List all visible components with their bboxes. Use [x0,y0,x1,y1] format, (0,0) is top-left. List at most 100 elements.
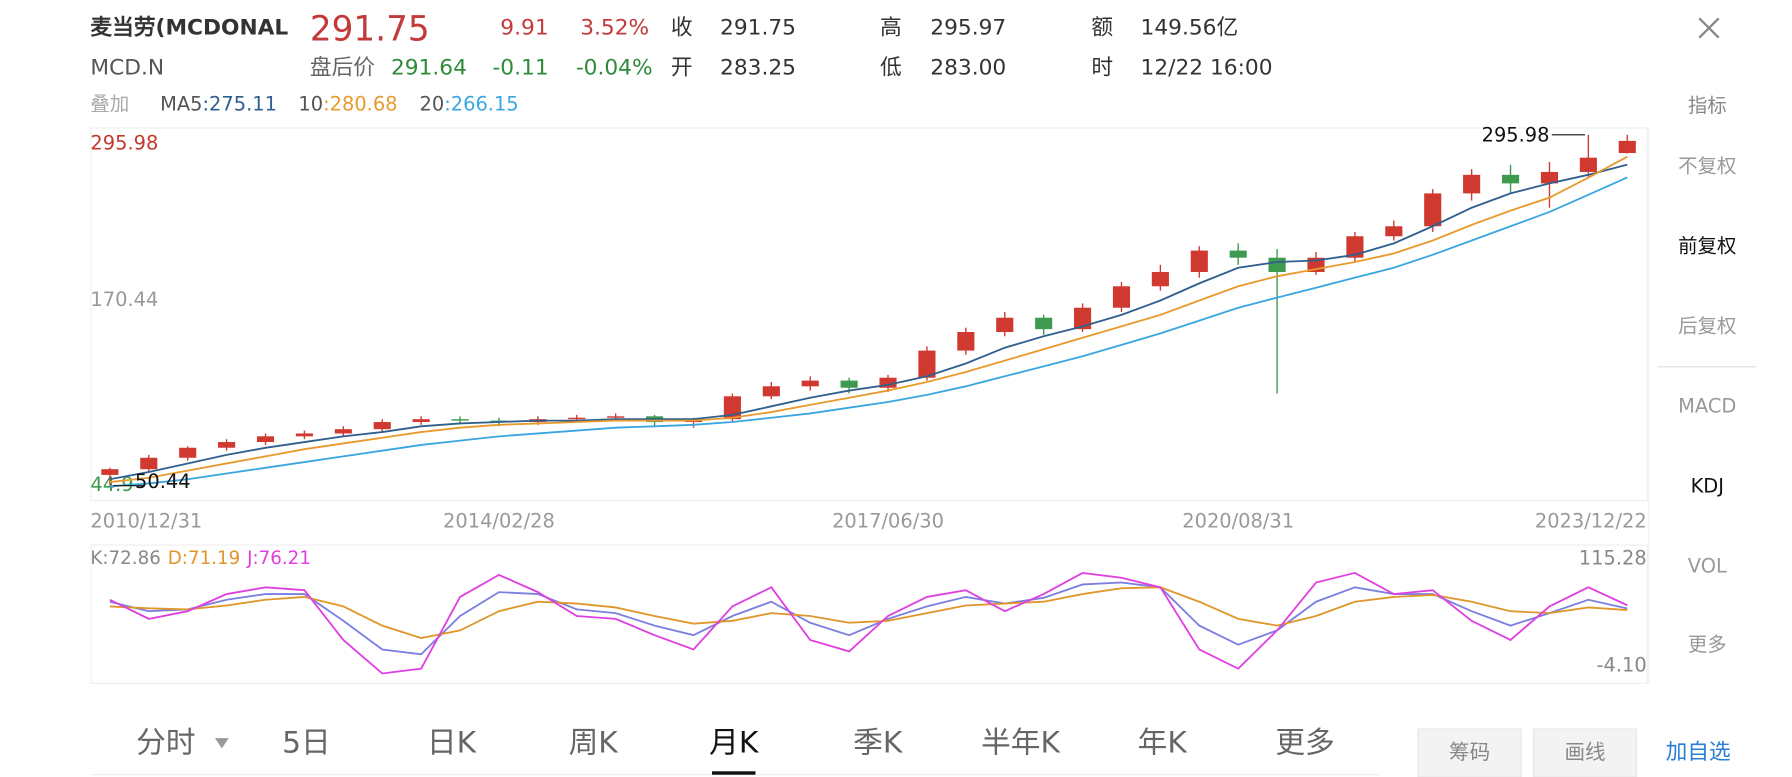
ma-legend-value: :275.11 [203,93,277,116]
tab[interactable]: 日K [427,725,478,760]
candle-body [1385,226,1403,237]
button[interactable]: 筹码 [1449,740,1490,764]
button[interactable]: 加自选 [1666,740,1731,765]
y-tick-label: 44.9 [90,473,133,496]
close-button[interactable] [1698,17,1720,39]
ma-line [109,163,1628,481]
candle-body [1424,193,1442,227]
ma-legend-value: :280.68 [323,93,397,116]
change: 9.91 [500,16,548,41]
tab[interactable]: 更多 [1275,725,1334,760]
button[interactable]: 画线 [1564,740,1605,764]
side-menu-item[interactable]: 后复权 [1678,314,1736,337]
stat-label: 开 [671,56,693,81]
price: 291.75 [310,9,430,49]
candle-body [1229,250,1247,258]
tab[interactable]: 半年K [981,725,1061,760]
stat-value: 149.56亿 [1141,16,1239,41]
candle-body [1540,171,1559,184]
candle-body [879,377,897,388]
candle-body [412,419,430,423]
candle-body [1579,157,1597,172]
kdj-frame [90,544,1648,684]
candle-body [801,380,819,387]
candle-body [256,436,275,443]
side-menu-item[interactable]: MACD [1678,394,1736,417]
kdj-legend: D:71.19 [168,548,241,569]
y-tick-label: 170.44 [90,288,158,311]
y-tick-label: 295.98 [90,131,158,154]
ma-legend-name: 20 [420,93,445,116]
after-hours-pct: -0.04% [576,56,653,81]
candle-body [1463,174,1481,194]
change-pct: 3.52% [580,16,649,41]
candle-body [218,442,236,448]
candle-body [1618,140,1636,154]
stat-label: 低 [880,56,902,81]
min-marker: 50.44 [135,470,191,493]
candle-body [101,469,119,475]
ma-legend-name: 10 [298,93,323,116]
candle-body [334,429,352,434]
side-menu-item[interactable]: VOL [1688,554,1727,577]
side-menu-item[interactable]: 前复权 [1678,234,1736,257]
button-bg[interactable] [1533,728,1638,777]
side-menu-item[interactable]: 不复权 [1678,154,1736,177]
candle-body [840,380,858,388]
dropdown-arrow[interactable] [214,738,229,749]
candle-body [451,419,469,421]
side-menu-item[interactable]: KDJ [1691,474,1724,497]
candle-body [1151,271,1169,287]
overlay-button[interactable]: 叠加 [90,93,129,116]
stat-value: 12/22 16:00 [1141,56,1273,81]
side-menu-item[interactable]: 更多 [1688,633,1727,656]
candle-body [762,386,780,397]
tab[interactable]: 年K [1138,725,1189,760]
kdj-legend: J:76.21 [246,548,311,569]
stat-value: 291.75 [720,16,796,41]
candle-body [373,422,391,430]
tab[interactable]: 周K [569,725,620,760]
stat-value: 283.00 [930,56,1006,81]
after-hours-change: -0.11 [492,56,548,81]
tab-active[interactable]: 月K [709,725,760,760]
max-marker: 295.98 [1482,123,1550,146]
x-tick-label: 2014/02/28 [443,510,555,533]
candle-body [1074,307,1092,330]
kdj-line [109,586,1628,639]
candle-body [568,417,586,420]
kdj-legend: K:72.86 [90,548,160,569]
kdj-tick-label: -4.10 [1597,654,1647,677]
tab[interactable]: 分时 [136,725,195,760]
stat-value: 283.25 [720,56,796,81]
button-bg[interactable] [1417,728,1522,777]
tab[interactable]: 季K [853,725,904,760]
x-tick-label: 2023/12/22 [1535,510,1647,533]
candle-body [179,447,197,458]
candle-body [1501,174,1520,184]
price-frame [90,127,1648,502]
candle-body [918,350,936,378]
candle-body [1346,236,1364,258]
stock-name: 麦当劳(MCDONAL [90,15,288,41]
stat-label: 额 [1091,16,1113,41]
ma-line [109,176,1628,488]
ma-legend-value: :266.15 [444,93,518,116]
tab[interactable]: 5日 [282,725,331,760]
candle-body [140,457,158,470]
candle-body [607,416,625,418]
after-hours-label: 盘后价 [310,56,375,81]
kdj-line [109,571,1628,675]
symbol: MCD.N [90,56,164,81]
candle-body [1190,250,1208,272]
candle-body [1268,257,1286,272]
ma-line [109,155,1628,483]
candle-body [1035,317,1053,330]
candle-body [996,317,1014,333]
x-tick-label: 2020/08/31 [1182,510,1294,533]
indicator-button[interactable]: 指标 [1688,94,1727,117]
kdj-line [109,581,1628,656]
candle-body [1112,286,1131,308]
stat-label: 收 [671,16,693,41]
